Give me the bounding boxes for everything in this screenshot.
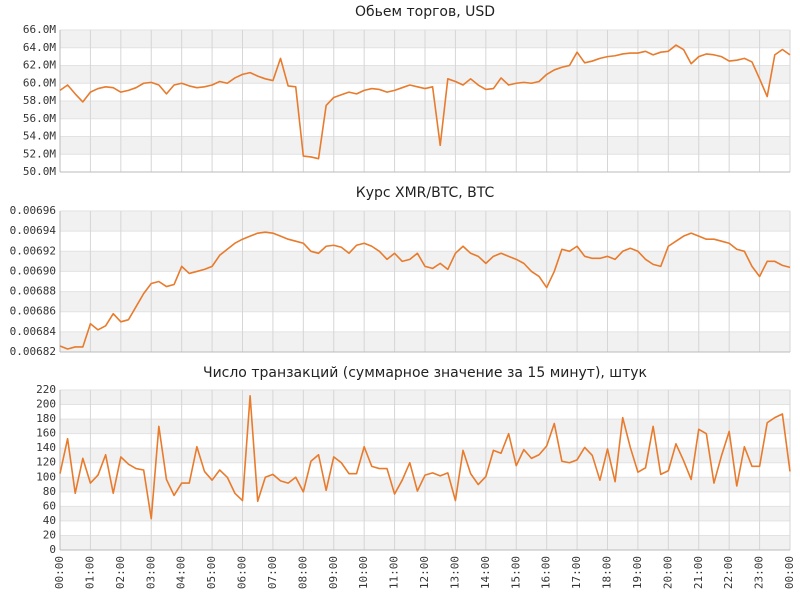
x-tick-label: 14:00 bbox=[479, 556, 492, 589]
data-line bbox=[59, 44, 791, 160]
y-tick-label: 200 bbox=[36, 398, 56, 411]
x-tick-label: 03:00 bbox=[144, 556, 157, 589]
y-tick-label: 60.0M bbox=[23, 76, 56, 89]
y-tick-label: 160 bbox=[36, 427, 56, 440]
x-tick-label: 13:00 bbox=[448, 556, 461, 589]
data-line bbox=[59, 231, 791, 350]
x-tick-label: 17:00 bbox=[570, 556, 583, 589]
y-tick-label: 0.00684 bbox=[10, 325, 57, 338]
x-tick-label: 11:00 bbox=[388, 556, 401, 589]
x-tick-label: 00:00 bbox=[53, 556, 66, 589]
x-tick-label: 00:00 bbox=[783, 556, 796, 589]
chart-title: Курс XMR/BTC, BTC bbox=[356, 185, 495, 201]
data-line bbox=[59, 395, 791, 520]
y-tick-label: 80 bbox=[43, 485, 56, 498]
y-tick-label: 20 bbox=[43, 528, 56, 541]
x-tick-label: 04:00 bbox=[175, 556, 188, 589]
x-tick-label: 08:00 bbox=[296, 556, 309, 589]
x-tick-label: 16:00 bbox=[540, 556, 553, 589]
y-tick-label: 220 bbox=[36, 383, 56, 396]
x-tick-label: 12:00 bbox=[418, 556, 431, 589]
y-tick-label: 64.0M bbox=[23, 41, 56, 54]
x-tick-label: 06:00 bbox=[236, 556, 249, 589]
y-tick-label: 100 bbox=[36, 470, 56, 483]
y-tick-label: 120 bbox=[36, 456, 56, 469]
x-tick-label: 21:00 bbox=[692, 556, 705, 589]
chart-title: Число транзакций (суммарное значение за … bbox=[203, 365, 647, 381]
y-tick-label: 62.0M bbox=[23, 59, 56, 72]
y-tick-label: 0.00686 bbox=[10, 305, 56, 318]
x-tick-label: 05:00 bbox=[205, 556, 218, 589]
y-tick-label: 56.0M bbox=[23, 112, 56, 125]
x-tick-label: 09:00 bbox=[327, 556, 340, 589]
x-tick-label: 18:00 bbox=[601, 556, 614, 589]
y-tick-label: 0.00688 bbox=[10, 285, 56, 298]
y-tick-label: 0.00692 bbox=[10, 244, 56, 257]
y-tick-label: 180 bbox=[36, 412, 56, 425]
x-tick-label: 07:00 bbox=[266, 556, 279, 589]
y-tick-label: 58.0M bbox=[23, 94, 56, 107]
y-tick-label: 66.0M bbox=[23, 23, 56, 36]
x-tick-label: 01:00 bbox=[83, 556, 96, 589]
y-tick-label: 140 bbox=[36, 441, 56, 454]
x-tick-label: 19:00 bbox=[631, 556, 644, 589]
y-tick-label: 60 bbox=[43, 499, 56, 512]
chart-title: Обьем торгов, USD bbox=[355, 4, 495, 20]
y-tick-label: 52.0M bbox=[23, 147, 56, 160]
x-tick-label: 23:00 bbox=[753, 556, 766, 589]
y-tick-label: 0 bbox=[49, 543, 56, 556]
y-tick-label: 0.00682 bbox=[10, 345, 56, 358]
y-tick-label: 40 bbox=[43, 514, 56, 527]
y-tick-label: 50.0M bbox=[23, 165, 56, 178]
y-tick-label: 0.00690 bbox=[10, 264, 56, 277]
y-tick-label: 0.00694 bbox=[10, 224, 57, 237]
y-tick-label: 54.0M bbox=[23, 130, 56, 143]
x-tick-label: 15:00 bbox=[509, 556, 522, 589]
y-tick-label: 0.00696 bbox=[10, 204, 56, 217]
x-tick-label: 22:00 bbox=[722, 556, 735, 589]
x-tick-label: 02:00 bbox=[114, 556, 127, 589]
x-tick-label: 10:00 bbox=[357, 556, 370, 589]
x-tick-label: 20:00 bbox=[661, 556, 674, 589]
